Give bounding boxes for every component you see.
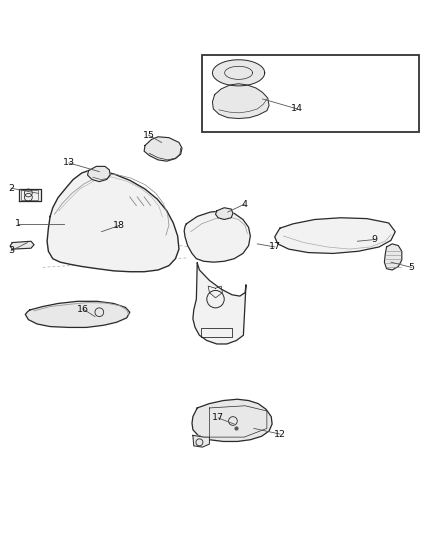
Text: 17: 17 xyxy=(268,243,281,252)
Text: 17: 17 xyxy=(212,414,224,423)
Polygon shape xyxy=(10,241,34,249)
Polygon shape xyxy=(212,84,269,118)
Text: 15: 15 xyxy=(142,131,155,140)
Polygon shape xyxy=(25,301,130,327)
Polygon shape xyxy=(275,218,395,254)
Polygon shape xyxy=(193,435,209,447)
Text: 3: 3 xyxy=(8,246,14,255)
Text: 13: 13 xyxy=(63,158,75,167)
Text: 16: 16 xyxy=(77,305,89,313)
Text: 14: 14 xyxy=(291,104,304,114)
Polygon shape xyxy=(192,399,272,441)
Text: 12: 12 xyxy=(274,430,286,439)
Polygon shape xyxy=(184,211,251,262)
Polygon shape xyxy=(144,137,182,161)
Text: 2: 2 xyxy=(8,184,14,192)
Text: 1: 1 xyxy=(15,220,21,228)
Polygon shape xyxy=(385,244,402,270)
Polygon shape xyxy=(215,208,233,220)
Polygon shape xyxy=(212,60,265,86)
Bar xyxy=(201,55,419,132)
Bar xyxy=(21,190,39,200)
Polygon shape xyxy=(193,263,246,344)
Text: 18: 18 xyxy=(113,221,125,230)
Text: 9: 9 xyxy=(372,235,378,244)
Text: 5: 5 xyxy=(408,263,414,272)
Polygon shape xyxy=(88,166,110,182)
Polygon shape xyxy=(47,170,179,272)
Polygon shape xyxy=(19,189,41,201)
Text: 4: 4 xyxy=(241,200,247,209)
